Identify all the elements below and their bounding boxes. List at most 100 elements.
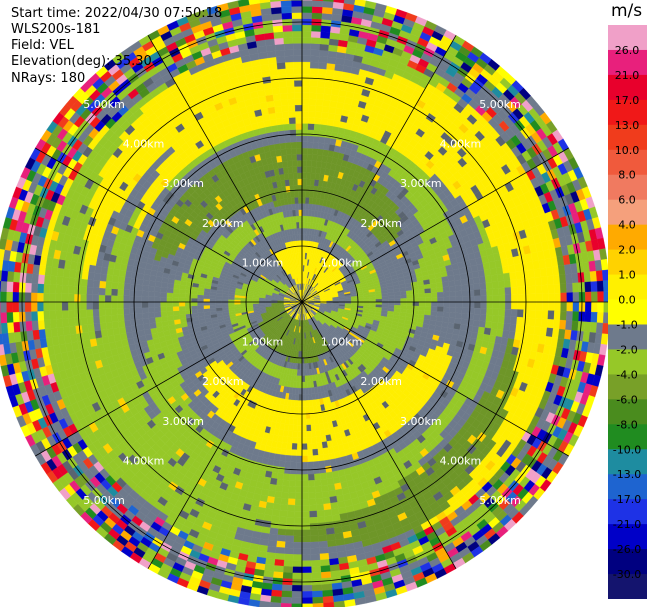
velocity-gate bbox=[545, 327, 554, 338]
velocity-gate bbox=[297, 431, 303, 438]
velocity-gate bbox=[301, 67, 311, 75]
velocity-gate bbox=[319, 472, 328, 480]
velocity-gate bbox=[558, 264, 566, 276]
velocity-gate bbox=[516, 286, 524, 295]
velocity-gate bbox=[418, 305, 426, 311]
velocity-gate bbox=[590, 281, 598, 293]
velocity-gate bbox=[318, 460, 326, 468]
velocity-gate bbox=[324, 81, 334, 89]
velocity-gate bbox=[308, 104, 316, 112]
velocity-gate bbox=[305, 197, 310, 204]
velocity-gate bbox=[284, 541, 294, 549]
velocity-gate bbox=[492, 294, 500, 303]
velocity-gate bbox=[303, 351, 307, 358]
velocity-gate bbox=[272, 571, 284, 579]
velocity-gate bbox=[497, 280, 505, 289]
velocity-gate bbox=[559, 283, 567, 294]
velocity-gate bbox=[277, 466, 285, 474]
velocity-gate bbox=[301, 166, 307, 173]
velocity-gate bbox=[516, 278, 524, 288]
velocity-gate bbox=[480, 288, 487, 296]
velocity-gate bbox=[322, 0, 334, 9]
velocity-gate bbox=[316, 504, 325, 512]
velocity-gate bbox=[478, 320, 486, 328]
velocity-gate bbox=[473, 289, 481, 297]
velocity-gate bbox=[293, 523, 303, 531]
velocity-gate bbox=[314, 479, 322, 487]
velocity-gate bbox=[596, 312, 604, 324]
velocity-gate bbox=[301, 110, 309, 118]
velocity-gate bbox=[498, 308, 506, 317]
velocity-gate bbox=[295, 468, 303, 475]
velocity-gate bbox=[301, 474, 309, 481]
velocity-gate bbox=[466, 319, 474, 327]
velocity-gate bbox=[317, 148, 324, 156]
velocity-gate bbox=[301, 98, 310, 106]
velocity-gate bbox=[343, 0, 356, 5]
velocity-gate bbox=[310, 541, 320, 549]
velocity-gate bbox=[316, 80, 326, 88]
velocity-gate bbox=[307, 123, 315, 131]
velocity-gate bbox=[461, 284, 469, 291]
velocity-gate bbox=[281, 491, 289, 499]
velocity-gate bbox=[268, 533, 278, 542]
velocity-gate bbox=[510, 279, 518, 288]
velocity-gate bbox=[509, 323, 517, 333]
velocity-gate bbox=[307, 473, 315, 481]
velocity-gate bbox=[591, 301, 598, 313]
velocity-gate bbox=[529, 309, 537, 319]
velocity-gate bbox=[311, 12, 323, 20]
velocity-gate bbox=[322, 595, 334, 604]
velocity-gate bbox=[301, 215, 306, 223]
velocity-gate bbox=[301, 12, 313, 19]
velocity-gate bbox=[424, 297, 432, 303]
velocity-gate bbox=[312, 455, 319, 462]
velocity-gate bbox=[301, 548, 311, 555]
velocity-gate bbox=[319, 49, 329, 58]
velocity-gate bbox=[497, 322, 505, 331]
velocity-gate bbox=[295, 387, 300, 395]
velocity-gate bbox=[321, 441, 328, 449]
velocity-gate bbox=[497, 273, 505, 282]
velocity-gate bbox=[271, 583, 283, 591]
velocity-gate bbox=[292, 554, 303, 561]
velocity-gate bbox=[327, 112, 336, 121]
velocity-gate bbox=[492, 301, 500, 310]
velocity-gate bbox=[280, 602, 292, 607]
velocity-gate bbox=[301, 554, 312, 561]
velocity-gate bbox=[324, 459, 332, 467]
velocity-gate bbox=[301, 221, 305, 229]
velocity-gate bbox=[301, 541, 311, 549]
velocity-gate bbox=[559, 319, 567, 330]
velocity-gate bbox=[320, 118, 328, 126]
velocity-gate bbox=[286, 516, 295, 524]
velocity-gate bbox=[527, 325, 535, 335]
velocity-gate bbox=[585, 291, 592, 303]
velocity-gate bbox=[325, 527, 335, 535]
velocity-gate bbox=[540, 318, 548, 328]
velocity-gate bbox=[295, 486, 303, 494]
velocity-gate bbox=[318, 62, 328, 70]
velocity-gate bbox=[310, 166, 317, 174]
velocity-gate bbox=[326, 477, 335, 486]
velocity-gate bbox=[455, 285, 462, 292]
velocity-gate bbox=[400, 305, 407, 310]
velocity-gate bbox=[418, 288, 426, 294]
velocity-gate bbox=[311, 436, 317, 444]
velocity-gate bbox=[301, 123, 309, 130]
velocity-gate bbox=[308, 480, 316, 487]
velocity-gate bbox=[534, 318, 542, 328]
velocity-gate bbox=[301, 36, 312, 44]
velocity-gate bbox=[314, 423, 321, 431]
velocity-gate bbox=[571, 272, 579, 284]
velocity-gate bbox=[293, 541, 303, 549]
velocity-gate bbox=[309, 523, 319, 530]
velocity-gate bbox=[484, 321, 493, 329]
velocity-gate bbox=[308, 399, 314, 407]
velocity-gate bbox=[381, 298, 389, 303]
velocity-gate bbox=[307, 141, 314, 149]
velocity-gate bbox=[276, 478, 284, 486]
velocity-gate bbox=[301, 443, 308, 450]
velocity-gate bbox=[448, 280, 456, 287]
